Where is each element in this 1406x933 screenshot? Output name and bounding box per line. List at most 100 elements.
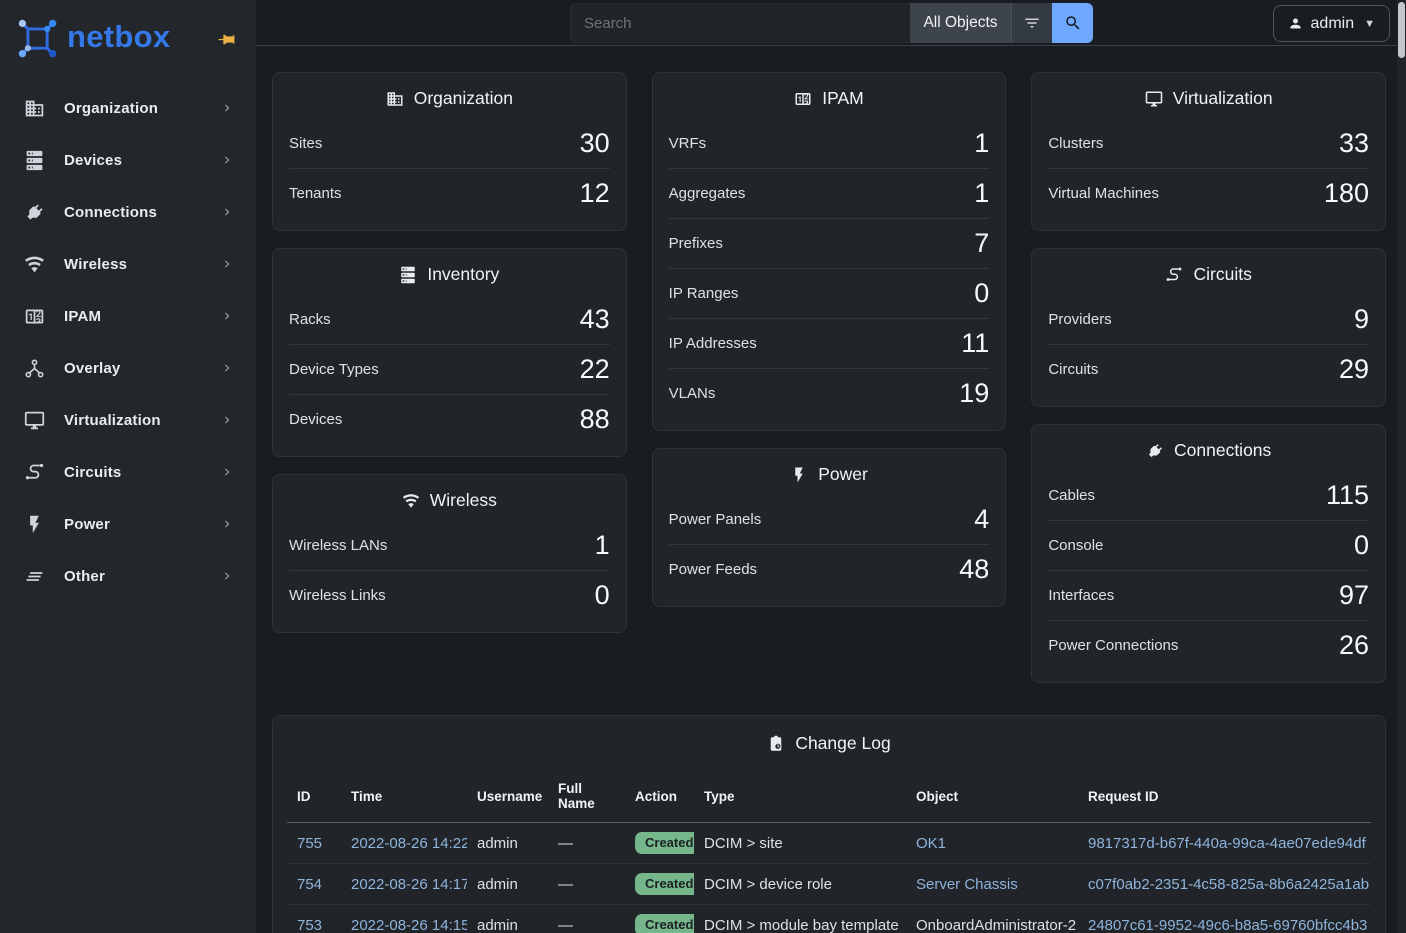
action-badge: Created xyxy=(635,914,694,933)
stat-value-power-panels[interactable]: 4 xyxy=(974,503,990,534)
stat-row-power-panels: Power Panels 4 xyxy=(669,494,990,544)
stat-row-vrfs: VRFs 1 xyxy=(669,118,990,168)
counter-icon xyxy=(22,306,46,327)
stat-value-sites[interactable]: 30 xyxy=(579,127,610,158)
stat-row-device-types: Device Types 22 xyxy=(289,344,610,394)
transit-icon xyxy=(1165,266,1183,284)
stat-value-vlans[interactable]: 19 xyxy=(959,378,990,408)
stat-value-virtual-machines[interactable]: 180 xyxy=(1323,178,1369,208)
user-menu-button[interactable]: admin ▼ xyxy=(1272,5,1390,42)
sidebar-item-virtualization[interactable]: Virtualization xyxy=(0,394,256,446)
dashboard-column-3: Virtualization Clusters 33 Virtual Machines… xyxy=(1031,72,1386,683)
row-id-link[interactable]: 754 xyxy=(297,875,323,893)
circuits-card-title: Circuits xyxy=(1032,249,1385,294)
stat-label: Providers xyxy=(1048,310,1112,328)
stat-value-console[interactable]: 0 xyxy=(1353,530,1369,560)
row-time-link[interactable]: 2022-08-26 14:17 xyxy=(351,875,467,893)
sidebar-item-label: Connections xyxy=(64,203,158,221)
chevron-right-icon xyxy=(220,413,234,427)
row-time-link[interactable]: 2022-08-26 14:22 xyxy=(351,834,467,852)
bolt-icon xyxy=(22,514,46,535)
sidebar-item-overlay[interactable]: Overlay xyxy=(0,342,256,394)
sidebar-nav: Organization Devices Connections Wireless IP… xyxy=(0,78,256,602)
action-badge: Created xyxy=(635,832,694,854)
sidebar-item-connections[interactable]: Connections xyxy=(0,186,256,238)
stat-value-racks[interactable]: 43 xyxy=(579,303,610,334)
stat-value-devices[interactable]: 88 xyxy=(579,404,610,434)
row-request-id-link[interactable]: 24807c61-9952-49c6-b8a5-69760bfcc4b3 xyxy=(1088,916,1368,933)
stat-value-circuits[interactable]: 29 xyxy=(1338,354,1369,384)
server-icon xyxy=(22,150,46,171)
virtualization-card-title: Virtualization xyxy=(1032,73,1385,118)
stat-value-ip-ranges[interactable]: 0 xyxy=(974,278,990,308)
stat-value-aggregates[interactable]: 1 xyxy=(974,178,990,208)
chevron-right-icon xyxy=(220,205,234,219)
sidebar-item-label: Overlay xyxy=(64,359,121,377)
sidebar-item-circuits[interactable]: Circuits xyxy=(0,446,256,498)
filter-button[interactable] xyxy=(1011,3,1052,43)
card-title-text: Wireless xyxy=(429,490,497,510)
sidebar-item-ipam[interactable]: IPAM xyxy=(0,290,256,342)
stat-value-interfaces[interactable]: 97 xyxy=(1338,580,1369,610)
sidebar-item-organization[interactable]: Organization xyxy=(0,82,256,134)
changelog-row-753: 753 2022-08-26 14:15 admin — Created DCIM > m… xyxy=(287,905,1371,933)
stat-value-wireless-lans[interactable]: 1 xyxy=(594,529,610,560)
stat-value-prefixes[interactable]: 7 xyxy=(974,228,990,258)
stat-value-power-connections[interactable]: 26 xyxy=(1338,630,1369,660)
search-input[interactable] xyxy=(570,3,910,43)
sidebar-item-label: Devices xyxy=(64,151,123,169)
row-type: DCIM > module bay template xyxy=(704,916,899,933)
changelog-row-755: 755 2022-08-26 14:22 admin — Created DCIM > s… xyxy=(287,822,1371,864)
action-badge: Created xyxy=(635,873,694,895)
row-time-link[interactable]: 2022-08-26 14:15 xyxy=(351,916,467,933)
scrollbar-thumb[interactable] xyxy=(1398,2,1405,58)
stat-value-providers[interactable]: 9 xyxy=(1353,303,1369,334)
stat-label: Device Types xyxy=(289,361,379,378)
stat-row-aggregates: Aggregates 1 xyxy=(668,168,990,218)
netbox-logo[interactable]: netbox xyxy=(16,17,170,61)
organization-card: Organization Sites 30 Tenants 12 xyxy=(272,72,627,231)
pin-sidebar-icon[interactable] xyxy=(217,30,236,49)
stat-label: Prefixes xyxy=(668,235,723,252)
stat-value-vrfs[interactable]: 1 xyxy=(974,127,990,158)
row-id-link[interactable]: 755 xyxy=(297,834,323,852)
stat-label: Interfaces xyxy=(1048,587,1115,604)
sidebar-item-wireless[interactable]: Wireless xyxy=(0,238,256,290)
cable-icon xyxy=(1146,442,1164,460)
sidebar-item-power[interactable]: Power xyxy=(0,498,256,550)
page-scrollbar[interactable] xyxy=(1397,0,1406,933)
sidebar-header: netbox xyxy=(0,0,256,78)
col-header-time: Time xyxy=(341,773,467,823)
row-request-id-link[interactable]: 9817317d-b67f-440a-99ca-4ae07ede94df xyxy=(1088,834,1366,852)
stat-value-device-types[interactable]: 22 xyxy=(579,354,610,384)
stat-row-racks: Racks 43 xyxy=(289,294,610,344)
changelog-title: Change Log xyxy=(273,716,1385,763)
search-icon xyxy=(1064,14,1082,32)
stat-row-wireless-links: Wireless Links 0 xyxy=(289,570,610,620)
search-button[interactable] xyxy=(1052,3,1093,43)
stat-row-interfaces: Interfaces 97 xyxy=(1048,570,1369,620)
row-object-link[interactable]: OK1 xyxy=(916,834,947,852)
changelog-table: ID Time Username Full Name Action Type Object R… xyxy=(287,773,1371,933)
stat-value-cables[interactable]: 115 xyxy=(1325,479,1369,510)
clipboard-clock-icon xyxy=(767,735,785,753)
card-title-text: IPAM xyxy=(822,88,864,108)
row-username: admin xyxy=(477,834,518,852)
monitor-icon xyxy=(1145,90,1163,108)
col-header-full-name: Full Name xyxy=(548,773,625,823)
row-request-id-link[interactable]: c07f0ab2-2351-4c58-825a-8b6a2425a1ab xyxy=(1088,875,1370,893)
sidebar-item-other[interactable]: Other xyxy=(0,550,256,602)
stat-label: Racks xyxy=(289,310,331,328)
stat-value-power-feeds[interactable]: 48 xyxy=(959,554,990,584)
chevron-right-icon xyxy=(220,153,234,167)
chevron-right-icon xyxy=(220,465,234,479)
stat-value-ip-addresses[interactable]: 11 xyxy=(961,328,990,358)
stat-row-sites: Sites 30 xyxy=(289,118,610,168)
stat-value-clusters[interactable]: 33 xyxy=(1338,127,1369,158)
row-id-link[interactable]: 753 xyxy=(297,916,323,933)
stat-value-tenants[interactable]: 12 xyxy=(579,178,610,208)
row-object-link[interactable]: Server Chassis xyxy=(916,875,1018,893)
object-type-selector-button[interactable]: All Objects xyxy=(910,3,1011,43)
stat-value-wireless-links[interactable]: 0 xyxy=(594,580,610,610)
sidebar-item-devices[interactable]: Devices xyxy=(0,134,256,186)
